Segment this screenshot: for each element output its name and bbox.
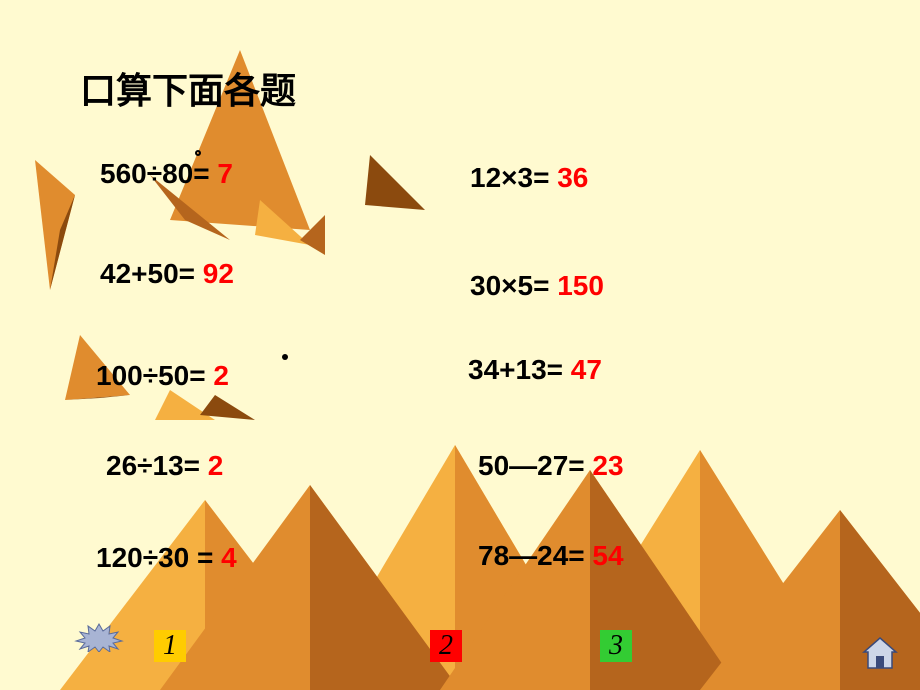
open-dot	[195, 150, 201, 156]
problem-row: 30×5= 150	[470, 270, 604, 302]
filled-dot	[282, 354, 288, 360]
problem-row: 42+50= 92	[100, 258, 234, 290]
problem-row: 50—27= 23	[478, 450, 624, 482]
problem-answer: 92	[203, 258, 234, 289]
problem-answer: 36	[557, 162, 588, 193]
problem-row: 120÷30 = 4	[96, 542, 237, 574]
problem-expression: 100÷50=	[96, 360, 213, 391]
problem-expression: 50—27=	[478, 450, 592, 481]
problem-row: 34+13= 47	[468, 354, 602, 386]
problem-row: 560÷80= 7	[100, 158, 233, 190]
problem-expression: 560÷80=	[100, 158, 217, 189]
problem-answer: 23	[592, 450, 623, 481]
problem-expression: 42+50=	[100, 258, 203, 289]
nav-number-box[interactable]: 3	[600, 630, 632, 662]
problem-row: 26÷13= 2	[106, 450, 223, 482]
starburst-icon	[74, 622, 124, 652]
problem-expression: 78—24=	[478, 540, 592, 571]
home-icon[interactable]	[860, 634, 900, 674]
problem-answer: 7	[217, 158, 233, 189]
problem-expression: 30×5=	[470, 270, 557, 301]
problem-expression: 26÷13=	[106, 450, 208, 481]
nav-number-box[interactable]: 2	[430, 630, 462, 662]
problem-row: 100÷50= 2	[96, 360, 229, 392]
problem-answer: 4	[221, 542, 237, 573]
problem-answer: 47	[571, 354, 602, 385]
problem-answer: 54	[592, 540, 623, 571]
problem-row: 78—24= 54	[478, 540, 624, 572]
problem-expression: 120÷30 =	[96, 542, 221, 573]
page-title: 口算下面各题	[80, 62, 296, 114]
problem-answer: 2	[213, 360, 229, 391]
problem-expression: 12×3=	[470, 162, 557, 193]
nav-number-box[interactable]: 1	[154, 630, 186, 662]
problem-row: 12×3= 36	[470, 162, 588, 194]
problem-answer: 150	[557, 270, 604, 301]
problem-answer: 2	[208, 450, 224, 481]
problem-expression: 34+13=	[468, 354, 571, 385]
